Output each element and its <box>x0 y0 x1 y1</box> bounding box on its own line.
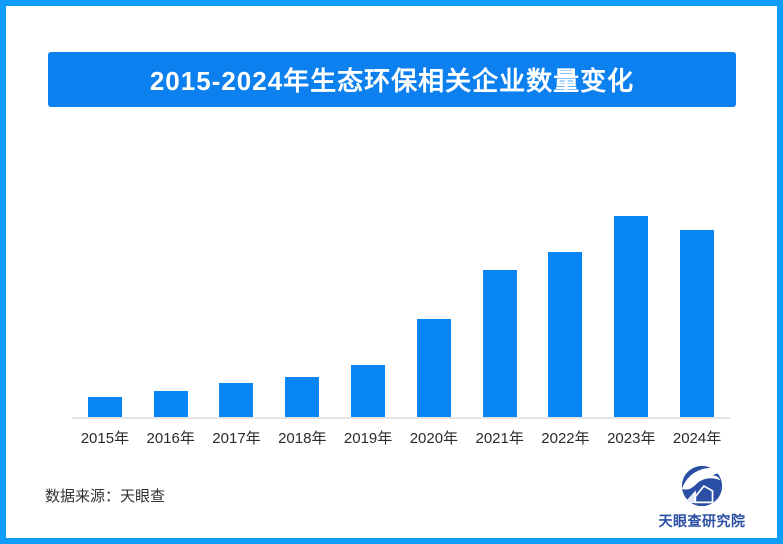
bar-2024年 <box>680 230 715 417</box>
bar-2016年 <box>153 390 188 417</box>
tianyancha-logo: 天眼查研究院 <box>646 464 758 531</box>
x-tick-label-2016年: 2016年 <box>146 430 195 447</box>
tianyancha-logo-icon <box>681 465 725 507</box>
tianyancha-logo-text: 天眼查研究院 <box>658 513 746 529</box>
chart-title-banner: 2015-2024年生态环保相关企业数量变化 <box>48 52 736 107</box>
x-tick-label-2019年: 2019年 <box>343 430 393 447</box>
bar-2019年 <box>351 364 386 417</box>
bar-2018年 <box>285 376 320 417</box>
x-tick-label-2020年: 2020年 <box>409 430 459 447</box>
bar-2017年 <box>219 382 254 417</box>
bar-2022年 <box>548 252 583 417</box>
bar-2015年 <box>87 396 122 417</box>
x-tick-label-2021年: 2021年 <box>475 430 524 447</box>
x-tick-label-2024年: 2024年 <box>672 430 722 447</box>
bar-2023年 <box>614 216 649 417</box>
x-tick-label-2015年: 2015年 <box>80 430 130 447</box>
page-title: 2015-2024年生态环保相关企业数量变化 <box>149 66 635 96</box>
bar-chart <box>72 180 730 419</box>
bar-2020年 <box>416 318 451 417</box>
bar-2021年 <box>482 270 517 417</box>
x-tick-label-2018年: 2018年 <box>278 430 327 447</box>
bars-area <box>72 180 730 419</box>
x-tick-label-2022年: 2022年 <box>541 430 590 447</box>
data-source-label: 数据来源：天眼查 <box>45 488 166 505</box>
x-tick-label-2023年: 2023年 <box>607 430 656 447</box>
x-axis-labels: 2015年 2016年 2017年 2018年 2019年 2020年 2021年 2022年… <box>72 427 730 448</box>
x-tick-label-2017年: 2017年 <box>212 430 261 447</box>
